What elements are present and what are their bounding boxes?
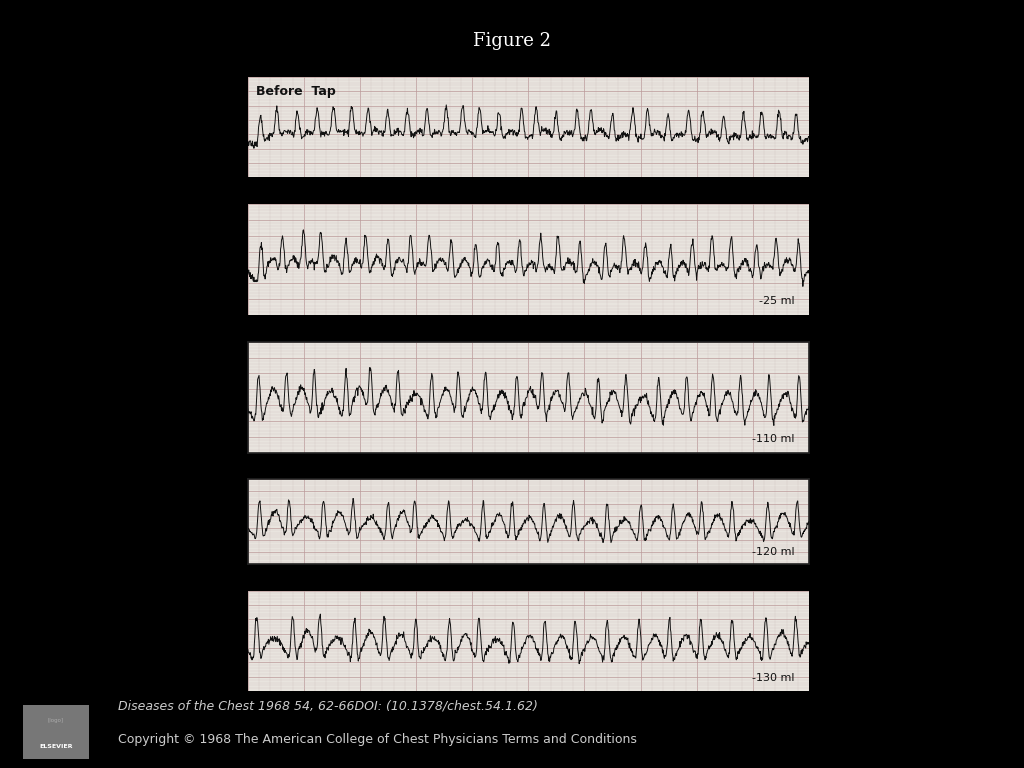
Text: ELSEVIER: ELSEVIER [39, 744, 73, 750]
Text: -25 ml: -25 ml [760, 296, 795, 306]
Text: -120 ml: -120 ml [753, 548, 795, 558]
Text: -110 ml: -110 ml [753, 434, 795, 444]
Text: Copyright © 1968 The American College of Chest Physicians Terms and Conditions: Copyright © 1968 The American College of… [118, 733, 637, 746]
Text: Figure 2: Figure 2 [473, 32, 551, 50]
Text: Before  Tap: Before Tap [256, 84, 336, 98]
Text: -130 ml: -130 ml [753, 673, 795, 684]
Text: Diseases of the Chest 1968 54, 62-66DOI: (10.1378/chest.54.1.62): Diseases of the Chest 1968 54, 62-66DOI:… [118, 700, 538, 713]
Text: [logo]: [logo] [48, 717, 63, 723]
